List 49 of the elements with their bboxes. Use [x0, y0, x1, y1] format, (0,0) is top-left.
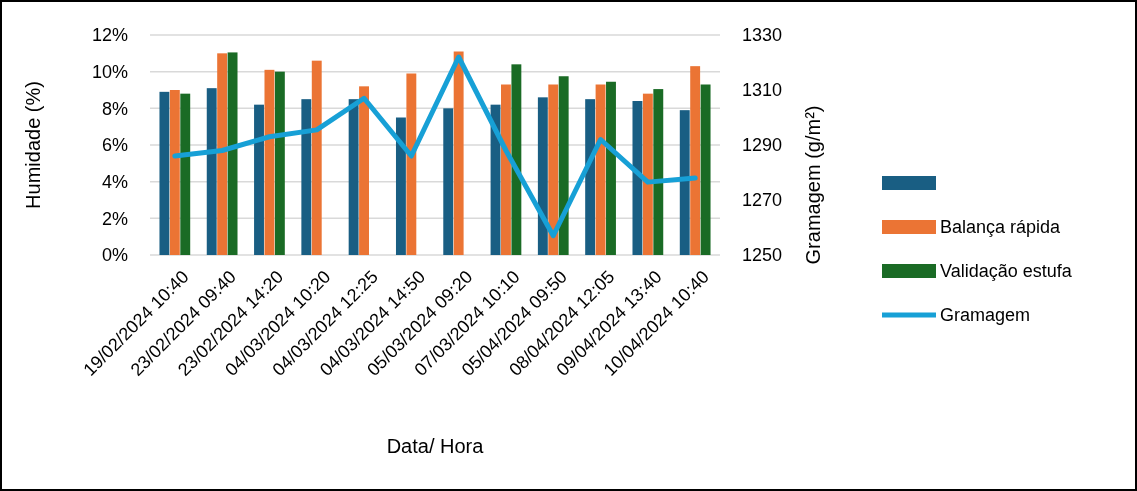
bar [443, 108, 454, 255]
bar [606, 81, 616, 255]
bar [254, 104, 264, 255]
x-axis-title: Data/ Hora [386, 435, 485, 457]
bar [690, 66, 701, 255]
bar [169, 90, 180, 255]
y2-tick-label: 1330 [742, 25, 783, 46]
bar [274, 71, 285, 255]
bar [395, 117, 406, 255]
bar [206, 88, 217, 255]
y-tick-label: 6% [101, 135, 128, 156]
bar [311, 60, 322, 255]
bar [537, 97, 548, 255]
bar [679, 110, 690, 255]
bar [180, 93, 191, 255]
y2-tick-label: 1250 [742, 245, 783, 266]
legend-label: Balança rápida [940, 217, 1062, 238]
bar [359, 86, 369, 255]
bar [217, 53, 228, 255]
bar [653, 89, 664, 255]
bar [453, 51, 464, 255]
y-tick-label: 10% [91, 61, 128, 82]
y-axis-title: Humidade (%) [22, 81, 44, 209]
bar [585, 99, 596, 255]
y2-tick-label: 1270 [742, 190, 783, 211]
bar [700, 84, 711, 255]
bar [406, 73, 417, 255]
bar [632, 101, 643, 255]
bar [548, 84, 559, 255]
y-tick-label: 2% [101, 208, 128, 229]
y-tick-label: 4% [101, 171, 128, 192]
y2-axis-title: Gramagem (g/m²) [802, 105, 824, 265]
bar [227, 52, 238, 255]
bar [159, 91, 170, 255]
y2-tick-label: 1290 [742, 135, 783, 156]
y-tick-label: 8% [101, 98, 128, 119]
bar [595, 84, 606, 255]
legend-label: Validação estufa [940, 261, 1073, 282]
bar [511, 64, 522, 255]
legend-label: Gramagem [940, 305, 1031, 326]
bar [558, 76, 569, 255]
y-tick-label: 12% [91, 25, 128, 46]
bar [301, 99, 312, 255]
y-tick-label: 0% [101, 245, 128, 266]
bar [348, 99, 359, 255]
bar [264, 69, 275, 255]
y2-tick-label: 1310 [742, 80, 783, 101]
bar [501, 84, 511, 255]
bar [642, 93, 653, 255]
